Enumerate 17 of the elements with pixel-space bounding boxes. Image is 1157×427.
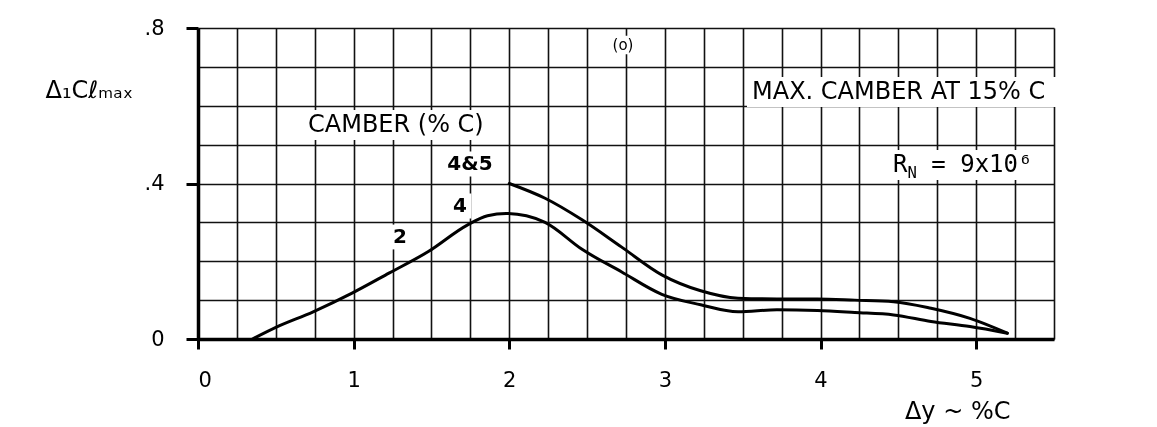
annotation: (o) xyxy=(612,36,634,54)
y-tick-label: 0 xyxy=(151,326,165,351)
x-axis-title: Δy ~ %C xyxy=(904,396,1011,425)
x-tick-label: 0 xyxy=(198,367,212,392)
annotation: 2 xyxy=(393,224,407,248)
x-tick-label: 4 xyxy=(814,367,828,392)
y-tick-label: .4 xyxy=(144,171,165,195)
y-axis-title: Δ₁Cℓₘₐₓ xyxy=(45,75,134,104)
annotation: MAX. CAMBER AT 15% C xyxy=(752,77,1046,105)
x-tick-label: 3 xyxy=(658,367,673,392)
x-tick-label: 1 xyxy=(347,367,361,392)
x-tick-label: 2 xyxy=(503,367,517,392)
annotation: 4 xyxy=(453,193,467,217)
x-tick-label: 5 xyxy=(969,367,984,392)
y-tick-label: .8 xyxy=(144,15,165,40)
annotation: CAMBER (% C) xyxy=(308,110,484,138)
annotation: 4&5 xyxy=(447,151,493,175)
